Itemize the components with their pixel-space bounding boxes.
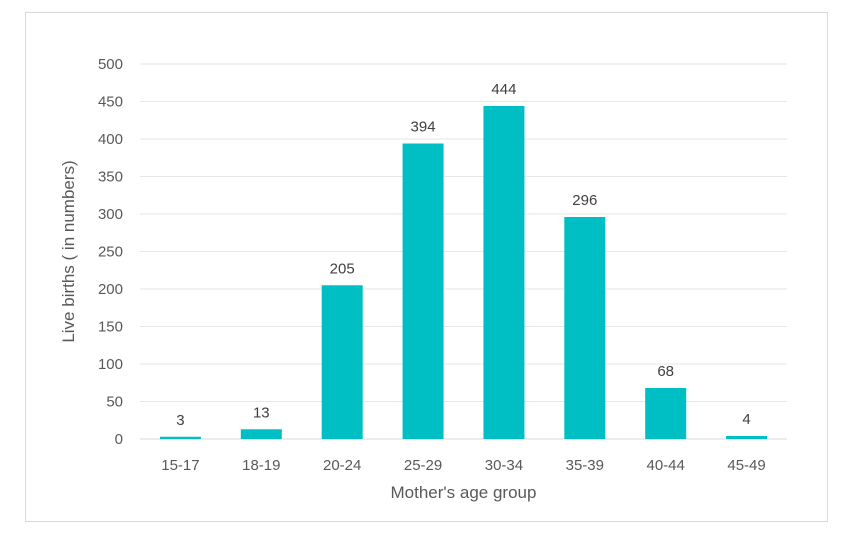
bar	[240, 429, 282, 439]
data-label: 296	[572, 192, 597, 209]
data-label: 68	[657, 363, 674, 380]
y-tick-label: 200	[98, 281, 123, 298]
y-tick-label: 100	[98, 356, 123, 373]
y-tick-label: 350	[98, 169, 123, 186]
y-tick-label: 400	[98, 131, 123, 148]
x-tick-label: 45-49	[727, 457, 765, 474]
data-label: 13	[253, 404, 270, 421]
x-tick-label: 18-19	[242, 457, 280, 474]
y-tick-label: 150	[98, 319, 123, 336]
bar	[402, 143, 444, 439]
x-tick-label: 25-29	[404, 457, 442, 474]
x-tick-label: 35-39	[566, 457, 604, 474]
y-tick-label: 500	[98, 56, 123, 73]
bar	[645, 388, 687, 439]
bar	[564, 217, 606, 439]
data-label: 394	[411, 119, 436, 136]
data-label: 4	[742, 411, 750, 428]
y-tick-label: 50	[106, 394, 123, 411]
x-tick-label: 30-34	[485, 457, 523, 474]
y-tick-label: 0	[115, 431, 123, 448]
bars-layer	[159, 106, 768, 439]
data-label: 205	[330, 260, 355, 277]
grid-layer	[140, 63, 787, 440]
bar	[321, 285, 363, 439]
bar	[726, 436, 768, 439]
y-axis-ticks: 0 50 100 150 200 250 300 350 400 450 500	[98, 56, 123, 448]
x-axis-title: Mother's age group	[391, 483, 537, 502]
y-tick-label: 250	[98, 244, 123, 261]
x-tick-label: 40-44	[647, 457, 685, 474]
data-label: 3	[176, 412, 184, 429]
x-tick-label: 20-24	[323, 457, 361, 474]
bar	[483, 106, 525, 439]
x-axis-ticks: 15-17 18-19 20-24 25-29 30-34 35-39 40-44 45-49	[161, 457, 766, 474]
y-tick-label: 450	[98, 94, 123, 111]
bar	[159, 436, 201, 439]
y-axis-title: Live births ( in numbers)	[59, 160, 78, 342]
data-label: 444	[491, 81, 516, 98]
y-tick-label: 300	[98, 206, 123, 223]
data-labels: 3 13 205 394 444 296 68 4	[176, 81, 750, 429]
x-tick-label: 15-17	[161, 457, 199, 474]
